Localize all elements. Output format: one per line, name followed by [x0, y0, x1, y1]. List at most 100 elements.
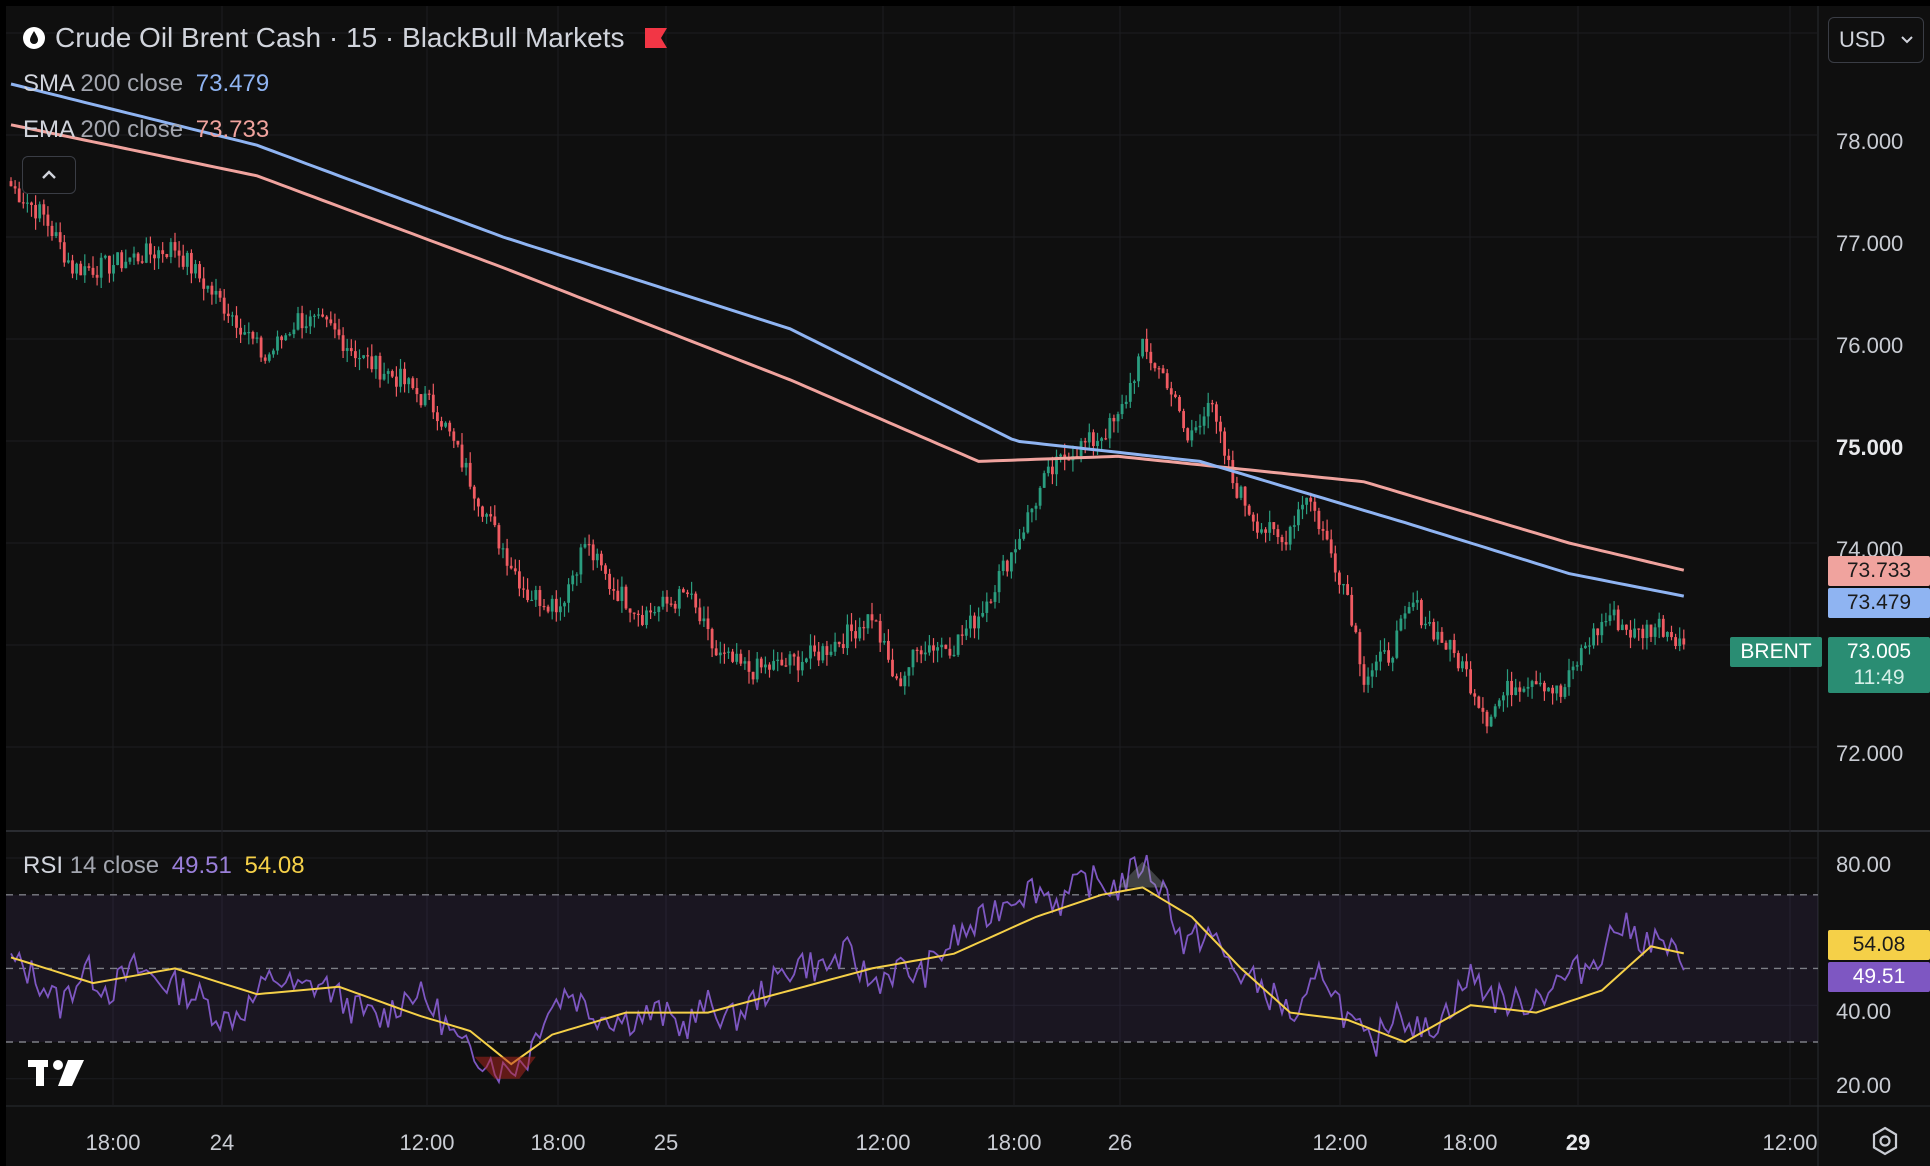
candle-body [1113, 418, 1116, 421]
ema-legend[interactable]: EMA 200 close 73.733 [23, 116, 269, 144]
candle-body [100, 258, 103, 278]
sma-name: SMA [23, 70, 74, 97]
candle-body [1297, 509, 1300, 525]
candle-body [1092, 432, 1095, 446]
candle-body [34, 205, 37, 218]
candle-body [637, 614, 640, 615]
candle-body [321, 314, 324, 316]
candle-body [821, 646, 824, 660]
candle-body [67, 260, 70, 262]
candle-body [1498, 700, 1501, 706]
candle-body [202, 278, 205, 288]
candle-body [981, 613, 984, 617]
candle-body [530, 600, 533, 601]
candle-body [1531, 681, 1534, 687]
rsi-params: 14 close [70, 852, 159, 879]
candle-body [846, 624, 849, 648]
tradingview-logo[interactable] [28, 1056, 92, 1090]
candle-body [252, 332, 255, 339]
candle-body [1047, 467, 1050, 473]
candle-body [990, 602, 993, 603]
candle-body [317, 314, 320, 315]
symbol-title[interactable]: Crude Oil Brent Cash · 15 · BlackBull Ma… [55, 22, 625, 54]
candle-body [1133, 381, 1136, 383]
candle-body [920, 650, 923, 654]
candle-body [584, 544, 587, 547]
rsi-y-tick-label: 40.00 [1836, 999, 1891, 1025]
candle-body [1633, 629, 1636, 638]
y-tick-label: 77.000 [1836, 231, 1903, 257]
candle-body [1219, 422, 1222, 432]
candle-body [1514, 687, 1517, 695]
ema-value: 73.733 [196, 116, 269, 143]
candle-body [1272, 522, 1275, 529]
rsi-oversold-fill [474, 1057, 536, 1079]
candle-body [1383, 650, 1386, 651]
ema-price-tag: 73.733 [1828, 556, 1930, 586]
candle-body [543, 606, 546, 607]
collapse-legend-button[interactable] [22, 156, 76, 194]
candle-body [22, 202, 25, 203]
candle-body [186, 253, 189, 267]
candle-body [1117, 414, 1120, 421]
candle-body [358, 358, 361, 359]
candle-body [793, 654, 796, 656]
candle-body [1539, 683, 1542, 684]
candle-body [1375, 662, 1378, 671]
candle-body [1510, 681, 1513, 695]
candle-body [1391, 658, 1394, 663]
candle-body [395, 377, 398, 387]
candle-body [1195, 427, 1198, 430]
candle-body [957, 634, 960, 654]
candle-body [387, 371, 390, 374]
candle-body [756, 659, 759, 680]
flag-icon[interactable] [643, 26, 669, 50]
x-tick-label: 26 [1108, 1130, 1132, 1156]
candle-body [1518, 687, 1521, 691]
candle-body [875, 620, 878, 621]
candle-body [1490, 717, 1493, 727]
candle-body [227, 314, 230, 316]
candle-body [436, 412, 439, 421]
candle-body [1051, 467, 1054, 475]
candle-body [1346, 584, 1349, 595]
candle-body [247, 332, 250, 333]
candle-body [329, 319, 332, 323]
candle-body [96, 275, 99, 278]
currency-select[interactable]: USD [1828, 17, 1924, 63]
settings-gear-icon[interactable] [1870, 1126, 1900, 1156]
chart-canvas[interactable] [6, 6, 1930, 1166]
x-tick-label: 25 [654, 1130, 678, 1156]
candle-body [149, 243, 152, 254]
candle-body [1236, 483, 1239, 498]
candle-body [973, 616, 976, 629]
candle-body [108, 256, 111, 274]
candle-body [1096, 441, 1099, 446]
candle-body [403, 369, 406, 384]
candle-body [1404, 613, 1407, 618]
candle-body [1457, 653, 1460, 668]
x-tick-label: 18:00 [530, 1130, 585, 1156]
candle-body [182, 256, 185, 267]
sma-legend[interactable]: SMA 200 close 73.479 [23, 70, 269, 98]
candle-body [498, 525, 501, 548]
candle-body [604, 565, 607, 574]
candle-body [645, 610, 648, 625]
candle-body [1149, 352, 1152, 363]
candle-body [1625, 625, 1628, 630]
candle-body [1543, 683, 1546, 691]
candle-body [1473, 693, 1476, 696]
candle-body [826, 646, 829, 655]
rsi-legend[interactable]: RSI 14 close 49.51 54.08 [23, 852, 305, 880]
candle-body [104, 256, 107, 258]
candle-body [1162, 368, 1165, 373]
x-tick-label: 12:00 [1762, 1130, 1817, 1156]
candle-body [1621, 625, 1624, 630]
candle-body [801, 662, 804, 670]
candle-body [26, 203, 29, 204]
candle-body [514, 568, 517, 571]
rsi-ma-value: 54.08 [244, 852, 304, 879]
sma-value: 73.479 [196, 70, 269, 97]
candle-body [370, 356, 373, 369]
candle-body [1215, 404, 1218, 421]
